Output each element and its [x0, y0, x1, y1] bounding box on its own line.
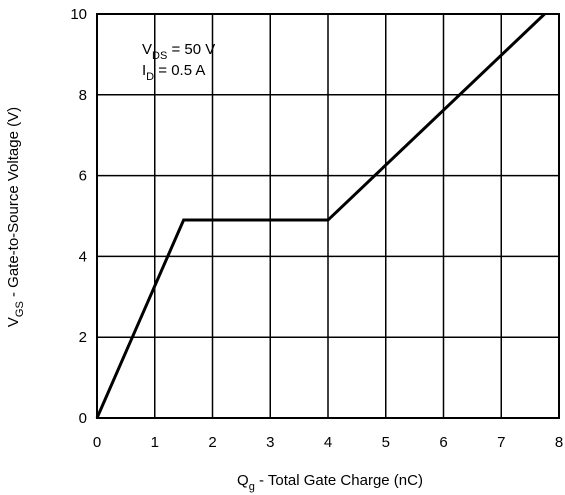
- annotation-id: ID = 0.5 A: [142, 62, 205, 83]
- y-tick-label: 2: [79, 329, 87, 346]
- x-tick-label: 4: [324, 434, 332, 451]
- x-tick-label: 7: [497, 434, 505, 451]
- y-tick-label: 8: [79, 87, 87, 104]
- grid-lines: [97, 14, 559, 418]
- series-group: [95, 12, 546, 419]
- annotation-box: VDS = 50 V ID = 0.5 A: [142, 41, 215, 83]
- x-axis-label: Qg - Total Gate Charge (nC): [237, 472, 423, 493]
- plot-frame: [96, 13, 560, 419]
- x-tick-label: 0: [93, 434, 101, 451]
- x-tick-labels: 0 1 2 3 4 5 6 7 8: [93, 434, 563, 451]
- y-tick-label: 6: [79, 168, 87, 185]
- x-tick-label: 8: [555, 434, 563, 451]
- x-tick-label: 2: [208, 434, 216, 451]
- annotation-vds: VDS = 50 V: [142, 41, 215, 62]
- y-tick-label: 10: [70, 6, 87, 23]
- x-tick-label: 3: [266, 434, 274, 451]
- y-tick-labels: 0 2 4 6 8 10: [70, 6, 87, 427]
- x-tick-label: 5: [382, 434, 390, 451]
- series-line: [95, 12, 546, 419]
- x-tick-label: 1: [151, 434, 159, 451]
- y-axis-label: VGS - Gate-to-Source Voltage (V): [5, 107, 26, 327]
- x-tick-label: 6: [439, 434, 447, 451]
- y-tick-label: 4: [79, 248, 87, 265]
- y-tick-label: 0: [79, 410, 87, 427]
